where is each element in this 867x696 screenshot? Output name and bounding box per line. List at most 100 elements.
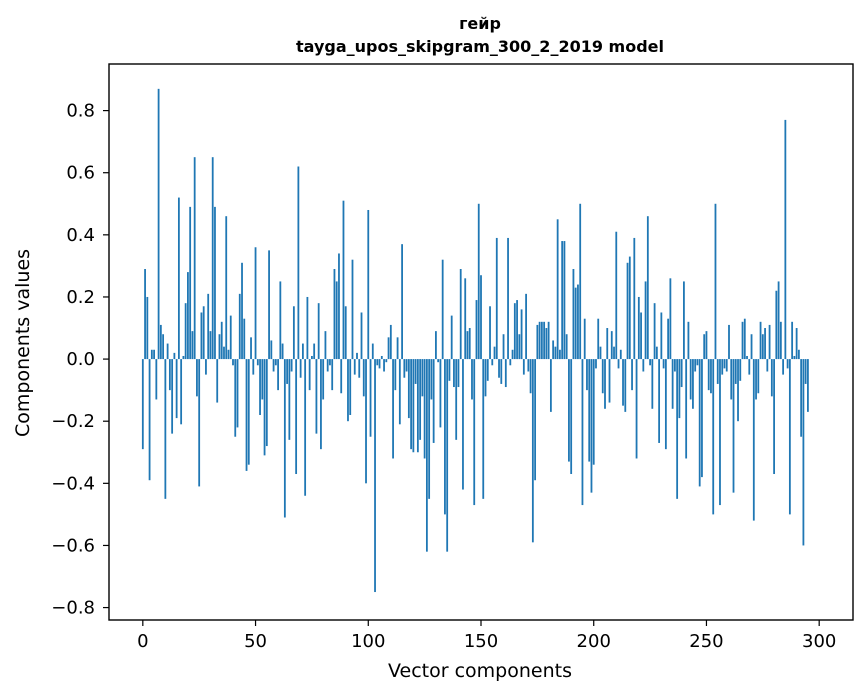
bar-86	[335, 281, 338, 360]
bar-223	[644, 281, 647, 360]
y-tick-label: 0.8	[66, 101, 95, 122]
bar-148	[475, 300, 478, 360]
bar-178	[543, 321, 546, 360]
bar-153	[486, 359, 489, 381]
bar-6	[155, 359, 158, 400]
bar-224	[646, 216, 649, 360]
bar-103	[374, 359, 376, 593]
bar-240	[683, 281, 685, 360]
bar-251	[707, 359, 710, 391]
bar-94	[353, 359, 356, 375]
bar-232	[664, 359, 667, 450]
y-tick-label: 0.4	[66, 225, 95, 246]
bar-228	[655, 346, 658, 360]
bar-149	[477, 203, 480, 360]
bar-104	[376, 359, 379, 366]
bar-101	[369, 359, 372, 437]
bar-138	[453, 359, 455, 388]
bar-174	[534, 359, 537, 481]
bar-286	[786, 359, 789, 369]
bar-91	[347, 359, 349, 422]
bar-92	[349, 359, 352, 415]
bar-230	[660, 312, 663, 360]
bar-180	[547, 321, 550, 360]
bar-209	[613, 346, 615, 360]
bar-64	[286, 359, 289, 384]
bar-233	[667, 318, 670, 360]
bar-267	[743, 318, 746, 360]
bar-63	[283, 359, 286, 518]
bar-93	[351, 259, 354, 360]
bar-27	[202, 306, 205, 360]
y-tick-label: −0.4	[51, 473, 95, 494]
bar-165	[513, 303, 516, 360]
bar-66	[290, 359, 293, 372]
bar-159	[500, 359, 503, 384]
bar-43	[238, 293, 241, 360]
bar-203	[599, 346, 602, 360]
bar-241	[685, 359, 688, 459]
bar-85	[333, 269, 336, 360]
bar-263	[734, 359, 737, 384]
bar-55	[265, 359, 268, 447]
bar-121	[414, 359, 417, 384]
bar-136	[448, 359, 451, 381]
bar-41	[234, 359, 237, 437]
bar-173	[531, 359, 534, 543]
bar-77	[315, 359, 318, 434]
y-tick-label: 0.2	[66, 287, 95, 308]
bar-40	[232, 359, 234, 366]
bar-68	[295, 359, 298, 475]
bar-128	[430, 359, 433, 400]
bar-108	[385, 359, 388, 363]
bar-120	[412, 359, 415, 453]
bar-255	[716, 359, 719, 384]
bar-83	[329, 359, 331, 366]
bar-81	[324, 331, 327, 360]
bar-171	[527, 359, 530, 372]
bar-247	[698, 359, 701, 487]
bar-71	[301, 343, 304, 360]
bar-60	[277, 359, 279, 391]
bar-117	[405, 359, 408, 372]
bar-260	[728, 324, 730, 360]
bar-231	[662, 359, 665, 369]
bar-226	[651, 359, 654, 409]
bar-188	[565, 334, 568, 360]
bar-87	[338, 253, 340, 360]
bar-167	[518, 334, 521, 360]
x-tick-label: 150	[464, 631, 498, 652]
bar-61	[279, 281, 282, 360]
bar-287	[788, 359, 791, 515]
bar-168	[520, 309, 523, 360]
bar-0	[141, 359, 144, 450]
bar-186	[561, 241, 564, 360]
bar-150	[480, 275, 482, 360]
bar-189	[568, 359, 570, 462]
bar-160	[502, 334, 505, 360]
x-tick-label: 300	[802, 631, 836, 652]
bar-90	[344, 306, 347, 360]
bar-140	[457, 359, 460, 388]
bar-95	[356, 352, 358, 360]
bar-273	[757, 359, 760, 394]
bar-274	[759, 321, 762, 360]
bar-182	[552, 340, 555, 360]
bar-112	[394, 359, 397, 391]
chart-subtitle: tayga_upos_skipgram_300_2_2019 model	[296, 37, 664, 56]
y-tick-label: −0.6	[51, 535, 95, 556]
bar-19	[184, 303, 187, 360]
bar-56	[268, 250, 270, 360]
bar-183	[554, 346, 557, 360]
bar-176	[538, 321, 541, 360]
bar-277	[766, 359, 769, 372]
bar-48	[250, 337, 252, 360]
bar-139	[455, 359, 458, 440]
bar-14	[173, 352, 176, 360]
bar-293	[802, 359, 805, 546]
bar-8	[159, 324, 162, 360]
bar-236	[673, 359, 676, 372]
bar-243	[689, 359, 692, 400]
x-tick-label: 250	[689, 631, 723, 652]
bar-161	[504, 359, 507, 388]
